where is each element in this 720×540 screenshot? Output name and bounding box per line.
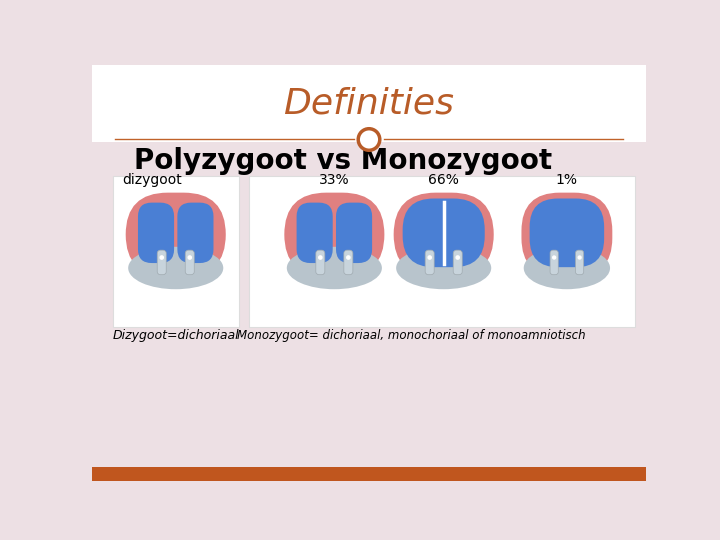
FancyBboxPatch shape xyxy=(530,199,604,267)
Text: Definities: Definities xyxy=(284,86,454,120)
FancyBboxPatch shape xyxy=(112,176,239,327)
Bar xyxy=(92,65,647,142)
FancyBboxPatch shape xyxy=(126,193,226,276)
FancyBboxPatch shape xyxy=(453,250,462,275)
Text: Monozygoot= dichoriaal, monochoriaal of monoamniotisch: Monozygoot= dichoriaal, monochoriaal of … xyxy=(237,329,585,342)
Circle shape xyxy=(578,256,581,259)
Text: Polyzygoot vs Monozygoot: Polyzygoot vs Monozygoot xyxy=(134,147,552,175)
FancyBboxPatch shape xyxy=(575,250,584,275)
Circle shape xyxy=(456,256,459,259)
FancyBboxPatch shape xyxy=(344,250,353,275)
Text: Dizygoot=dichoriaal: Dizygoot=dichoriaal xyxy=(112,329,239,342)
Ellipse shape xyxy=(128,247,223,289)
FancyBboxPatch shape xyxy=(177,202,214,263)
FancyBboxPatch shape xyxy=(284,193,384,276)
Ellipse shape xyxy=(396,247,491,289)
FancyBboxPatch shape xyxy=(316,250,325,275)
Circle shape xyxy=(428,256,431,259)
Circle shape xyxy=(188,256,192,259)
Ellipse shape xyxy=(287,247,382,289)
Text: 33%: 33% xyxy=(319,173,350,187)
Text: 66%: 66% xyxy=(428,173,459,187)
FancyBboxPatch shape xyxy=(550,250,558,275)
Circle shape xyxy=(319,256,322,259)
FancyBboxPatch shape xyxy=(336,202,372,263)
Circle shape xyxy=(359,129,379,150)
FancyBboxPatch shape xyxy=(394,193,494,276)
FancyBboxPatch shape xyxy=(157,250,166,275)
Circle shape xyxy=(160,256,163,259)
FancyBboxPatch shape xyxy=(249,176,636,327)
FancyBboxPatch shape xyxy=(402,199,485,267)
Text: 1%: 1% xyxy=(556,173,578,187)
FancyBboxPatch shape xyxy=(138,202,174,263)
Circle shape xyxy=(553,256,556,259)
Text: dizygoot: dizygoot xyxy=(122,173,182,187)
Circle shape xyxy=(347,256,350,259)
Bar xyxy=(92,142,647,467)
FancyBboxPatch shape xyxy=(185,250,194,275)
Bar xyxy=(92,467,647,481)
FancyBboxPatch shape xyxy=(297,202,333,263)
FancyBboxPatch shape xyxy=(521,193,612,276)
Ellipse shape xyxy=(523,247,610,289)
FancyBboxPatch shape xyxy=(426,250,434,275)
